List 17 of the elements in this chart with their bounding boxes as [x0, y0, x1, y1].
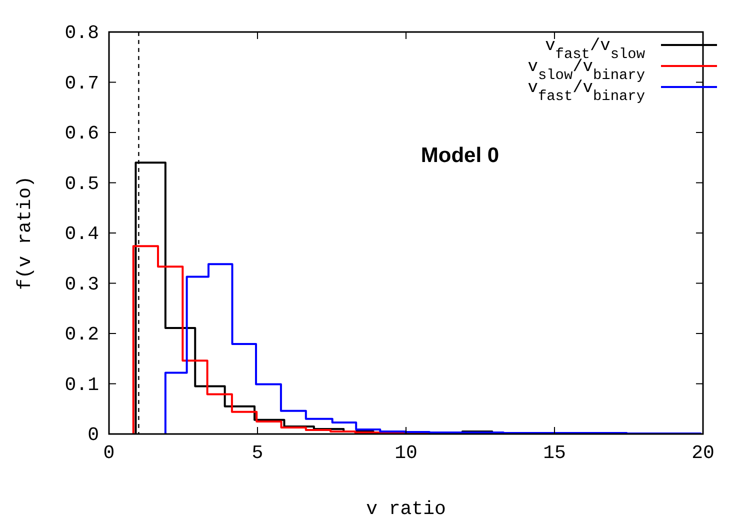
x-axis-title: v ratio	[366, 498, 446, 520]
y-axis-title: f(v ratio)	[14, 176, 36, 290]
y-tick-label: 0.2	[64, 324, 99, 346]
y-tick-label: 0.5	[64, 172, 99, 195]
x-tick-label: 10	[394, 442, 418, 464]
x-tick-label: 5	[252, 442, 264, 464]
y-tick-label: 0.6	[64, 122, 99, 144]
y-tick-label: 0.7	[64, 72, 99, 94]
y-tick-label: 0.4	[64, 223, 99, 245]
annotation: Model 0	[420, 144, 500, 167]
x-tick-label: 20	[692, 442, 714, 464]
y-tick-label: 0.3	[64, 273, 99, 296]
x-tick-label: 0	[103, 442, 115, 464]
y-tick-label: 0.1	[64, 374, 99, 396]
x-tick-label: 15	[543, 442, 566, 464]
y-tick-label: 0.8	[64, 22, 99, 44]
y-tick-label: 0	[88, 424, 99, 446]
